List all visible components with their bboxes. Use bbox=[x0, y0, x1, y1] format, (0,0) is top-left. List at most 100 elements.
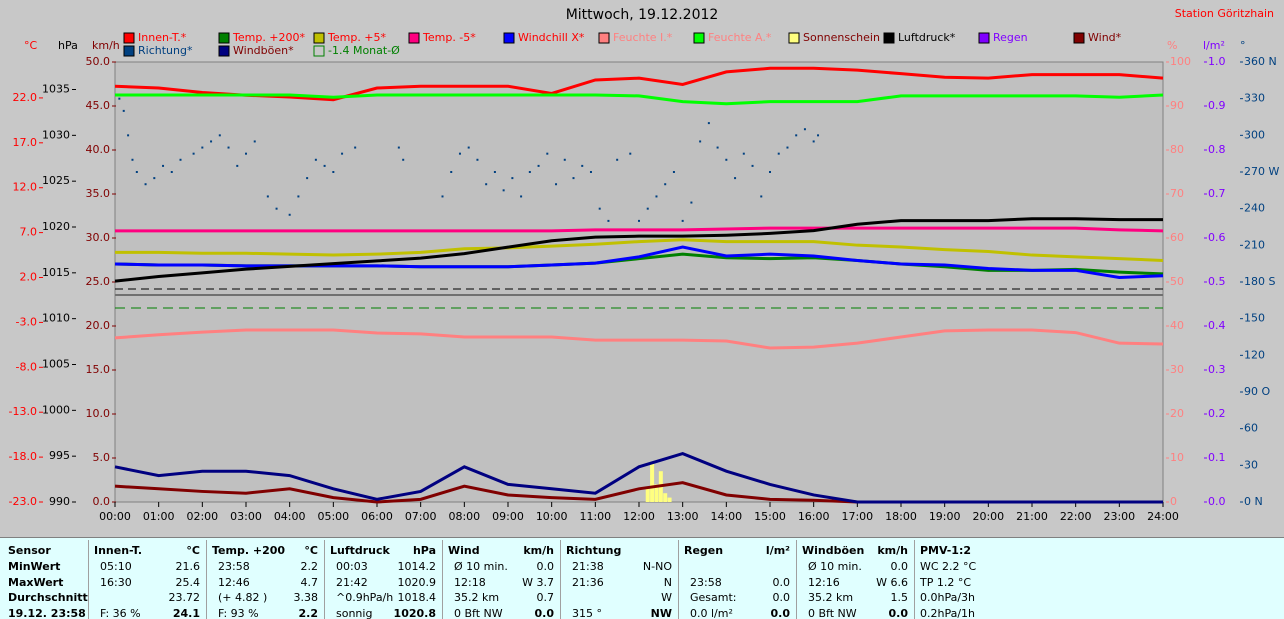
y-tick-label: -18.0 bbox=[9, 450, 37, 463]
table-cell: 0.0 bbox=[772, 591, 791, 604]
y-tick-label: 240 bbox=[1244, 202, 1265, 215]
scatter-point bbox=[458, 152, 461, 155]
y-tick-label: 30.0 bbox=[86, 231, 111, 244]
legend-label: Temp. +5* bbox=[327, 31, 387, 44]
table-cell: 1014.2 bbox=[397, 560, 437, 573]
table-cell: 4.7 bbox=[300, 576, 319, 589]
y-tick-label: 60 bbox=[1244, 422, 1258, 435]
scatter-point bbox=[664, 183, 667, 186]
table-cell: 0.2hPa/1h bbox=[920, 607, 976, 619]
scatter-point bbox=[127, 134, 130, 137]
table-cell: Innen-T. bbox=[94, 544, 143, 557]
y-tick-label: 10 bbox=[1170, 451, 1184, 464]
y-tick-label: 30 bbox=[1244, 458, 1258, 471]
y-tick-label: 0 bbox=[1170, 495, 1177, 508]
y-tick-label: 360 N bbox=[1244, 55, 1277, 68]
scatter-point bbox=[607, 219, 610, 222]
table-cell: 1018.4 bbox=[397, 591, 437, 604]
scatter-point bbox=[655, 195, 658, 198]
bar bbox=[667, 497, 672, 502]
x-tick-label: 24:00 bbox=[1147, 510, 1179, 523]
scatter-point bbox=[210, 140, 213, 143]
scatter-point bbox=[275, 207, 278, 210]
scatter-point bbox=[812, 140, 815, 143]
y-tick-label: 1000 bbox=[42, 403, 70, 416]
scatter-point bbox=[502, 189, 505, 192]
y-tick-label: -3.0 bbox=[16, 315, 37, 328]
plot-area bbox=[114, 61, 1164, 503]
column-divider bbox=[206, 540, 207, 619]
y-tick-label: 30 bbox=[1170, 363, 1184, 376]
y-tick-label: 1030 bbox=[42, 128, 70, 141]
scatter-point bbox=[589, 171, 592, 173]
table-cell: km/h bbox=[523, 544, 554, 557]
y-tick-label: 180 S bbox=[1244, 275, 1275, 288]
scatter-point bbox=[528, 171, 531, 173]
scatter-point bbox=[162, 164, 165, 167]
series-line bbox=[114, 452, 1163, 504]
scatter-point bbox=[537, 164, 540, 167]
y-tick-label: 10.0 bbox=[86, 407, 111, 420]
y-tick-label: 5.0 bbox=[93, 451, 111, 464]
scatter-point bbox=[144, 183, 147, 186]
series-line bbox=[114, 217, 1163, 283]
y-tick-label: 50.0 bbox=[86, 55, 111, 68]
y-tick-label: 270 W bbox=[1244, 165, 1279, 178]
y-tick-label: 90 O bbox=[1244, 385, 1270, 398]
legend-swatch bbox=[123, 32, 135, 44]
y-tick-label: 0.8 bbox=[1208, 143, 1226, 156]
legend-swatch bbox=[313, 32, 325, 44]
x-tick-label: 19:00 bbox=[929, 510, 961, 523]
table-cell: PMV-1:2 bbox=[920, 544, 971, 557]
table-cell: km/h bbox=[877, 544, 908, 557]
x-tick-label: 11:00 bbox=[579, 510, 611, 523]
scatter-point bbox=[699, 140, 702, 143]
table-cell: W 3.7 bbox=[522, 576, 554, 589]
x-tick-label: 16:00 bbox=[798, 510, 830, 523]
table-cell: W bbox=[661, 591, 672, 604]
station: Station Göritzhain bbox=[1175, 7, 1274, 20]
y-tick-label: 990 bbox=[49, 495, 70, 508]
y-tick-label: 1035 bbox=[42, 83, 70, 96]
scatter-point bbox=[323, 164, 326, 167]
y-tick-label: 100 bbox=[1170, 55, 1191, 68]
table-cell: 25.4 bbox=[175, 576, 201, 589]
y-tick-label: 1020 bbox=[42, 220, 70, 233]
y-tick-label: 25.0 bbox=[86, 275, 111, 288]
bar bbox=[650, 462, 655, 502]
table-cell: 16:30 bbox=[100, 576, 132, 589]
table-cell: ^0.9hPa/h bbox=[336, 591, 394, 604]
legend-swatch bbox=[123, 45, 135, 57]
legend-swatch bbox=[218, 45, 230, 57]
x-tick-label: 05:00 bbox=[317, 510, 349, 523]
table-cell: Ø 10 min. bbox=[808, 560, 862, 573]
table-cell: 0.0 bbox=[888, 607, 909, 619]
legend-label: Windchill X* bbox=[518, 31, 585, 44]
x-tick-label: 02:00 bbox=[186, 510, 218, 523]
x-tick-label: 01:00 bbox=[143, 510, 175, 523]
x-tick-label: 15:00 bbox=[754, 510, 786, 523]
scatter-point bbox=[760, 195, 763, 198]
y-tick-label: 0.3 bbox=[1208, 363, 1226, 376]
y-tick-label: 0.7 bbox=[1208, 187, 1226, 200]
table-cell: 21.6 bbox=[175, 560, 201, 573]
table-cell: l/m² bbox=[765, 544, 790, 557]
legend-swatch bbox=[313, 45, 325, 57]
chart-title: Mittwoch, 19.12.2012 bbox=[566, 7, 719, 23]
x-tick-label: 12:00 bbox=[623, 510, 655, 523]
scatter-point bbox=[170, 171, 173, 173]
y-tick-label: 17.0 bbox=[13, 136, 38, 149]
table-cell: 23.72 bbox=[168, 591, 201, 604]
scatter-point bbox=[581, 164, 584, 167]
table-cell: 1020.8 bbox=[393, 607, 436, 619]
scatter-point bbox=[266, 195, 269, 198]
table-cell: Sensor bbox=[8, 544, 51, 557]
table-cell: Temp. +200 bbox=[212, 544, 286, 557]
y-tick-label: 1015 bbox=[42, 266, 70, 279]
bar bbox=[663, 493, 668, 502]
scatter-point bbox=[707, 122, 710, 125]
x-tick-label: 00:00 bbox=[99, 510, 131, 523]
table-cell: 0 Bft NW bbox=[454, 607, 503, 619]
table-cell: 35.2 km bbox=[808, 591, 854, 604]
